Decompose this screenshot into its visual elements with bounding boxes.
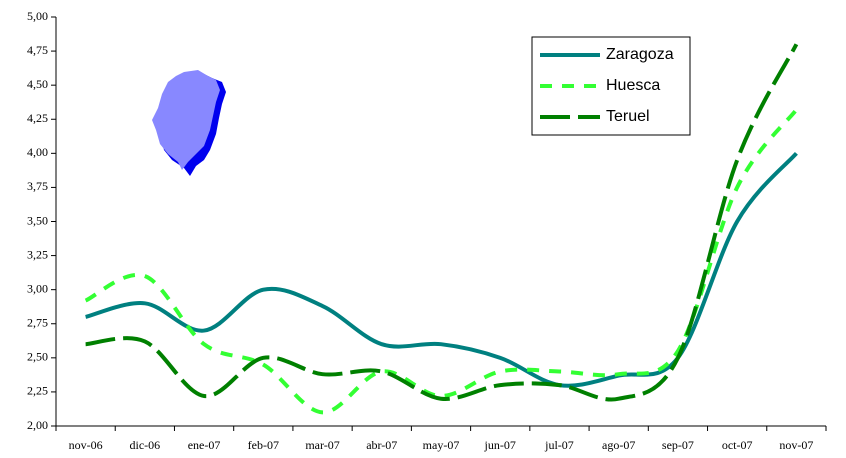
y-tick-label: 2,50 [27,350,48,364]
y-tick-label: 3,25 [27,247,48,261]
y-tick-label: 5,00 [27,9,48,23]
line-series [85,151,798,388]
x-tick-label: dic-06 [130,438,161,452]
y-tick-label: 2,25 [27,384,48,398]
x-tick-label: may-07 [423,438,460,452]
y-tick-label: 4,00 [27,145,48,159]
y-tick-label: 3,00 [27,281,48,295]
y-tick-label: 4,75 [27,43,48,57]
y-tick-label: 4,25 [27,111,48,125]
y-tick-label: 4,50 [27,77,48,91]
y-tick-label: 3,50 [27,213,48,227]
x-tick-label: ago-07 [602,438,635,452]
legend-label: Teruel [606,108,650,125]
x-tick-label: mar-07 [305,438,339,452]
x-tick-label: jun-07 [484,438,516,452]
x-tick-label: nov-07 [779,438,813,452]
y-tick-label: 2,00 [27,418,48,432]
map-icon-fill [152,70,220,170]
legend-label: Huesca [606,77,660,94]
x-tick-label: abr-07 [366,438,397,452]
y-tick-label: 3,75 [27,179,48,193]
x-tick-label: ene-07 [188,438,221,452]
line-series [85,43,799,402]
y-tick-label: 2,75 [27,316,48,330]
x-tick-label: feb-07 [248,438,279,452]
x-tick-label: oct-07 [722,438,753,452]
x-tick-label: jul-07 [544,438,574,452]
x-tick-label: nov-06 [69,438,103,452]
legend-label: Zaragoza [606,46,674,63]
x-tick-label: sep-07 [662,438,694,452]
